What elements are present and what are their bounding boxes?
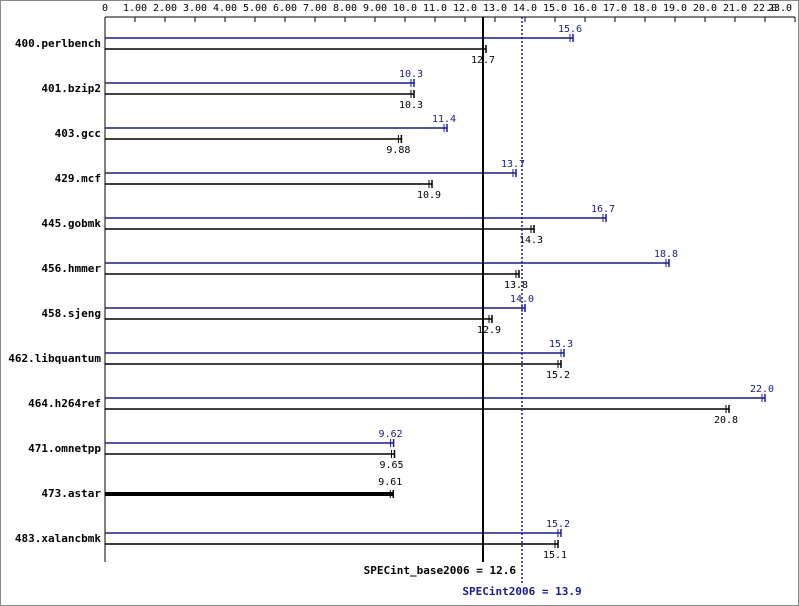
x-tick-label: 18.0 (633, 3, 657, 14)
value-label: 13.7 (501, 159, 525, 170)
category-label: 456.hmmer (41, 262, 101, 275)
value-label: 15.3 (549, 339, 573, 350)
value-label: 18.8 (654, 249, 678, 260)
x-tick-label: 20.0 (693, 3, 717, 14)
x-tick-label: 13.0 (483, 3, 507, 14)
value-label: 14.0 (510, 294, 534, 305)
x-tick-label: 3.00 (183, 3, 207, 14)
category-label: 471.omnetpp (28, 442, 101, 455)
x-tick-label: 5.00 (243, 3, 267, 14)
category-label: 429.mcf (55, 172, 101, 185)
category-label: 464.h264ref (28, 397, 101, 410)
x-tick-label: 17.0 (603, 3, 627, 14)
category-label: 458.sjeng (41, 307, 101, 320)
value-label: 14.3 (519, 235, 543, 246)
x-tick-label: 6.00 (273, 3, 297, 14)
value-label: 9.88 (386, 145, 410, 156)
value-label: 15.1 (543, 550, 567, 561)
x-tick-label: 23.0 (768, 3, 792, 14)
x-tick-label: 0 (102, 3, 108, 14)
x-tick-label: 8.00 (333, 3, 357, 14)
category-label: 403.gcc (55, 127, 101, 140)
x-tick-label: 7.00 (303, 3, 327, 14)
reference-label: SPECint_base2006 = 12.6 (364, 564, 517, 577)
value-label: 10.9 (417, 190, 441, 201)
value-label: 13.8 (504, 280, 528, 291)
value-label: 22.0 (750, 384, 774, 395)
value-label: 9.61 (378, 477, 402, 488)
x-tick-label: 22.0 (753, 3, 777, 14)
category-label: 401.bzip2 (41, 82, 101, 95)
value-label: 16.7 (591, 204, 615, 215)
x-tick-label: 4.00 (213, 3, 237, 14)
value-label: 15.2 (546, 519, 570, 530)
x-tick-label: 19.0 (663, 3, 687, 14)
x-tick-label: 10.0 (393, 3, 417, 14)
category-label: 462.libquantum (8, 352, 101, 365)
value-label: 11.4 (432, 114, 456, 125)
x-tick-label: 11.0 (423, 3, 447, 14)
x-tick-label: 12.0 (453, 3, 477, 14)
value-label: 20.8 (714, 415, 738, 426)
value-label: 10.3 (399, 100, 423, 111)
category-label: 483.xalancbmk (15, 532, 101, 545)
x-tick-label: 16.0 (573, 3, 597, 14)
value-label: 15.2 (546, 370, 570, 381)
x-tick-label: 21.0 (723, 3, 747, 14)
x-tick-label: 9.00 (363, 3, 387, 14)
x-tick-label: 14.0 (513, 3, 537, 14)
value-label: 15.6 (558, 24, 582, 35)
reference-label: SPECint2006 = 13.9 (462, 585, 581, 598)
x-tick-label: 15.0 (543, 3, 567, 14)
value-label: 10.3 (399, 69, 423, 80)
x-tick-label: 1.00 (123, 3, 147, 14)
x-tick-label: 2.00 (153, 3, 177, 14)
category-label: 445.gobmk (41, 217, 101, 230)
category-label: 473.astar (41, 487, 101, 500)
value-label: 9.62 (379, 429, 403, 440)
value-label: 12.9 (477, 325, 501, 336)
category-label: 400.perlbench (15, 37, 101, 50)
value-label: 9.65 (379, 460, 403, 471)
